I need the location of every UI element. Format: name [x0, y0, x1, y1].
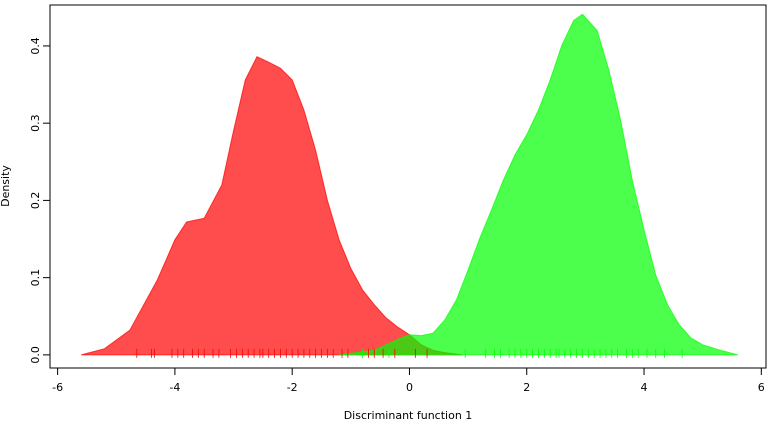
y-tick-label: 0.2: [29, 192, 42, 210]
x-axis-label: Discriminant function 1: [344, 409, 473, 422]
y-tick-label: 0.0: [29, 346, 42, 364]
x-tick-label: 2: [523, 381, 530, 394]
density-area: [80, 56, 463, 356]
y-tick-label: 0.1: [29, 269, 42, 287]
x-tick-label: 0: [406, 381, 413, 394]
y-tick-label: 0.4: [29, 37, 42, 55]
y-axis-label: Density: [0, 165, 12, 207]
x-tick-label: 6: [758, 381, 765, 394]
x-tick-label: -4: [169, 381, 180, 394]
density-area: [339, 13, 739, 356]
x-tick-label: -2: [287, 381, 298, 394]
x-tick-label: 4: [641, 381, 648, 394]
x-tick-label: -6: [52, 381, 63, 394]
y-tick-label: 0.3: [29, 114, 42, 132]
